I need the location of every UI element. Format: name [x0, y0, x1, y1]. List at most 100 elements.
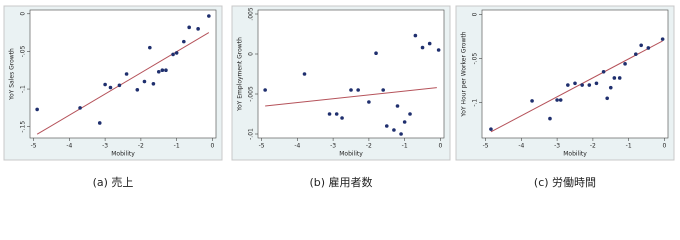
y-axis-label: YoY Hour per Worker Growth: [461, 31, 468, 117]
scatter-point: [408, 112, 412, 116]
scatter-point: [617, 76, 622, 80]
scatter-point: [623, 62, 627, 66]
scatter-point: [174, 51, 179, 55]
x-tick-label: -4: [518, 143, 524, 150]
scatter-point: [164, 68, 168, 73]
scatter-point: [612, 76, 617, 80]
x-tick-label: -1: [402, 143, 408, 150]
scatter-point: [151, 81, 156, 86]
scatter-point: [263, 88, 267, 92]
scatter-point: [601, 69, 606, 74]
x-tick-label: -1: [174, 143, 180, 150]
scatter-point: [103, 82, 107, 87]
x-tick-label: -1: [626, 143, 632, 150]
scatter-point: [530, 99, 534, 103]
scatter-point: [384, 124, 389, 128]
plot-area: [257, 9, 445, 139]
scatter-point: [634, 52, 638, 56]
x-tick-label: -5: [483, 143, 489, 150]
scatter-point: [587, 83, 592, 87]
scatter-point: [489, 127, 493, 131]
scatter-point: [171, 52, 175, 57]
scatter-point: [187, 25, 191, 30]
plot-area: [29, 9, 217, 139]
scatter-point: [108, 85, 113, 90]
scatter-point: [207, 14, 211, 18]
figure: -5 -4 -3 -2 -1 0 0 -.05 -.1 -.15 Mobility YoY Sales…: [3, 5, 675, 189]
y-tick-label: -.05: [472, 53, 479, 65]
scatter-point: [548, 116, 552, 121]
scatter-point: [182, 39, 186, 44]
x-axis-label: Mobility: [563, 151, 587, 158]
y-tick-label: 0: [248, 52, 255, 56]
y-axis-label: YoY Employment Growth: [237, 37, 244, 112]
scatter-point: [349, 88, 353, 92]
y-tick-label: -.01: [248, 128, 255, 140]
scatter-point: [142, 79, 147, 84]
y-tick-label: .005: [248, 7, 255, 21]
plot-area: [481, 9, 669, 139]
scatter-point: [639, 43, 643, 48]
scatter-point: [381, 88, 385, 92]
y-tick-label: -.15: [20, 121, 27, 133]
scatter-point: [148, 45, 152, 50]
x-tick-label: 0: [439, 143, 443, 150]
scatter-point: [555, 98, 559, 102]
scatter-point: [135, 88, 140, 92]
scatter-point: [356, 88, 360, 92]
fit-line: [36, 32, 210, 135]
scatter-point: [427, 41, 432, 46]
fit-line: [265, 87, 437, 107]
x-tick-label: -4: [294, 143, 300, 150]
scatter-point: [374, 51, 378, 55]
x-tick-label: -5: [31, 143, 37, 150]
y-tick-label: 0: [20, 12, 27, 16]
scatter-point: [340, 116, 344, 120]
fit-line: [490, 40, 663, 133]
panel: -5 -4 -3 -2 -1 0 0 -.05 -.1 Mobility YoY Hour per …: [455, 5, 675, 189]
caption: (a) 売上: [93, 176, 134, 189]
scatter-point: [399, 132, 403, 136]
scatter-point: [334, 112, 339, 116]
x-tick-label: -2: [366, 143, 372, 150]
scatter-point: [646, 46, 651, 50]
scatter-point: [420, 45, 425, 50]
scatter-point: [97, 121, 102, 125]
y-tick-label: -.005: [248, 86, 255, 102]
x-axis-label: Mobility: [111, 151, 135, 158]
scatter-point: [156, 69, 161, 74]
x-tick-label: -4: [66, 143, 72, 150]
panel: -5 -4 -3 -2 -1 0 .005 0 -.005 -.01 Mobility YoY Emp…: [231, 5, 451, 189]
scatter-point: [160, 68, 165, 73]
scatter-point: [436, 48, 441, 52]
y-tick-label: -.1: [472, 99, 479, 107]
x-tick-label: 0: [663, 143, 667, 150]
scatter-point: [367, 100, 371, 104]
x-tick-label: -3: [330, 143, 336, 150]
scatter-point: [558, 98, 563, 102]
x-tick-label: 0: [211, 143, 215, 150]
x-tick-label: -3: [554, 143, 560, 150]
scatter-point: [302, 72, 307, 76]
panel: -5 -4 -3 -2 -1 0 0 -.05 -.1 -.15 Mobility YoY Sales…: [3, 5, 223, 189]
scatter-point: [392, 128, 396, 132]
scatter-point: [566, 83, 570, 87]
scatter-point: [35, 107, 39, 112]
scatter-point: [608, 85, 613, 90]
scatter-point: [196, 27, 200, 31]
y-axis-label: YoY Sales Growth: [9, 48, 16, 101]
scatter-point: [327, 112, 332, 116]
scatter-point: [580, 83, 584, 87]
y-tick-label: -.1: [20, 85, 27, 93]
scatter-point: [594, 81, 599, 86]
scatter-point: [573, 81, 577, 86]
scatter-point: [413, 33, 418, 38]
scatter-point: [395, 104, 400, 108]
x-tick-label: -5: [259, 143, 265, 150]
scatter-point: [124, 72, 129, 76]
caption: (b) 雇用者数: [309, 175, 372, 189]
y-tick-label: 0: [472, 12, 479, 16]
caption: (c) 労働時間: [534, 175, 596, 189]
x-tick-label: -2: [590, 143, 596, 150]
x-tick-label: -2: [138, 143, 144, 150]
